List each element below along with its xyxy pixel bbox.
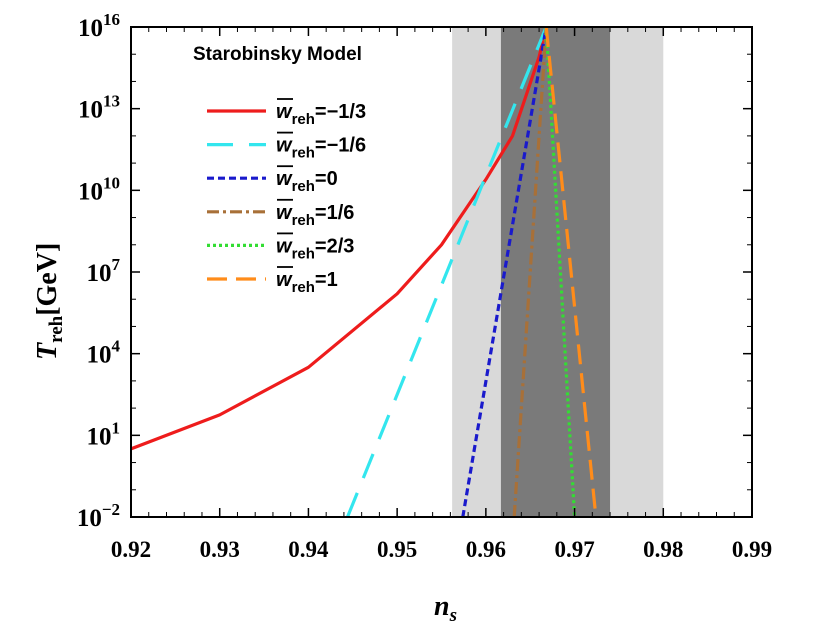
x-tick-label: 0.92 <box>111 537 151 562</box>
y-tick-label: 1016 <box>78 10 120 42</box>
legend-label-1: wreh=−1/3 <box>276 101 366 128</box>
chart-title: Starobinsky Model <box>193 44 362 65</box>
y-tick-label: 1010 <box>78 173 120 205</box>
legend-label-4: wreh=1/6 <box>276 202 354 229</box>
y-tick-labels: 1016 1013 1010 107 104 101 10−2 <box>77 10 121 532</box>
axis-ticks <box>130 26 753 518</box>
x-tick-label: 0.96 <box>466 537 506 562</box>
x-tick-label: 0.99 <box>732 537 772 562</box>
x-tick-label: 0.93 <box>200 537 240 562</box>
y-tick-label: 10−2 <box>77 500 120 532</box>
x-tick-label: 0.97 <box>554 537 594 562</box>
legend: wreh=−1/3 wreh=−1/6 wreh=0 wreh=1/6 wreh=2/3… <box>207 98 366 296</box>
y-axis-label: Treh[GeV] <box>32 243 67 360</box>
x-tick-label: 0.98 <box>643 537 683 562</box>
legend-label-2: wreh=−1/6 <box>276 135 366 162</box>
y-tick-label: 104 <box>87 337 121 369</box>
legend-label-3: wreh=0 <box>276 168 338 195</box>
x-tick-label: 0.94 <box>288 537 329 562</box>
y-tick-label: 101 <box>87 418 121 450</box>
y-axis-label-main: T <box>32 341 63 360</box>
series-line-6 <box>544 27 598 517</box>
y-axis-label-sub: reh <box>46 315 67 343</box>
legend-label-5: wreh=2/3 <box>276 235 354 262</box>
series-line-4 <box>512 27 548 517</box>
series-lines <box>131 27 598 517</box>
x-axis-label-main: n <box>434 591 450 622</box>
x-tick-label: 0.95 <box>377 537 417 562</box>
series-line-3 <box>461 27 548 517</box>
confidence-bands <box>452 27 664 517</box>
x-tick-labels: 0.92 0.93 0.94 0.95 0.96 0.97 0.98 0.99 <box>111 537 772 562</box>
series-line-1 <box>131 27 548 451</box>
y-tick-label: 107 <box>87 255 121 287</box>
series-line-2 <box>346 27 548 517</box>
x-axis-label-sub: s <box>449 605 457 626</box>
band-inner <box>500 27 611 517</box>
x-axis-label: ns <box>434 591 457 626</box>
y-tick-label: 1013 <box>78 92 120 124</box>
y-axis-label-unit: [GeV] <box>32 243 63 316</box>
series-line-5 <box>544 27 577 517</box>
legend-label-6: wreh=1 <box>276 269 338 296</box>
